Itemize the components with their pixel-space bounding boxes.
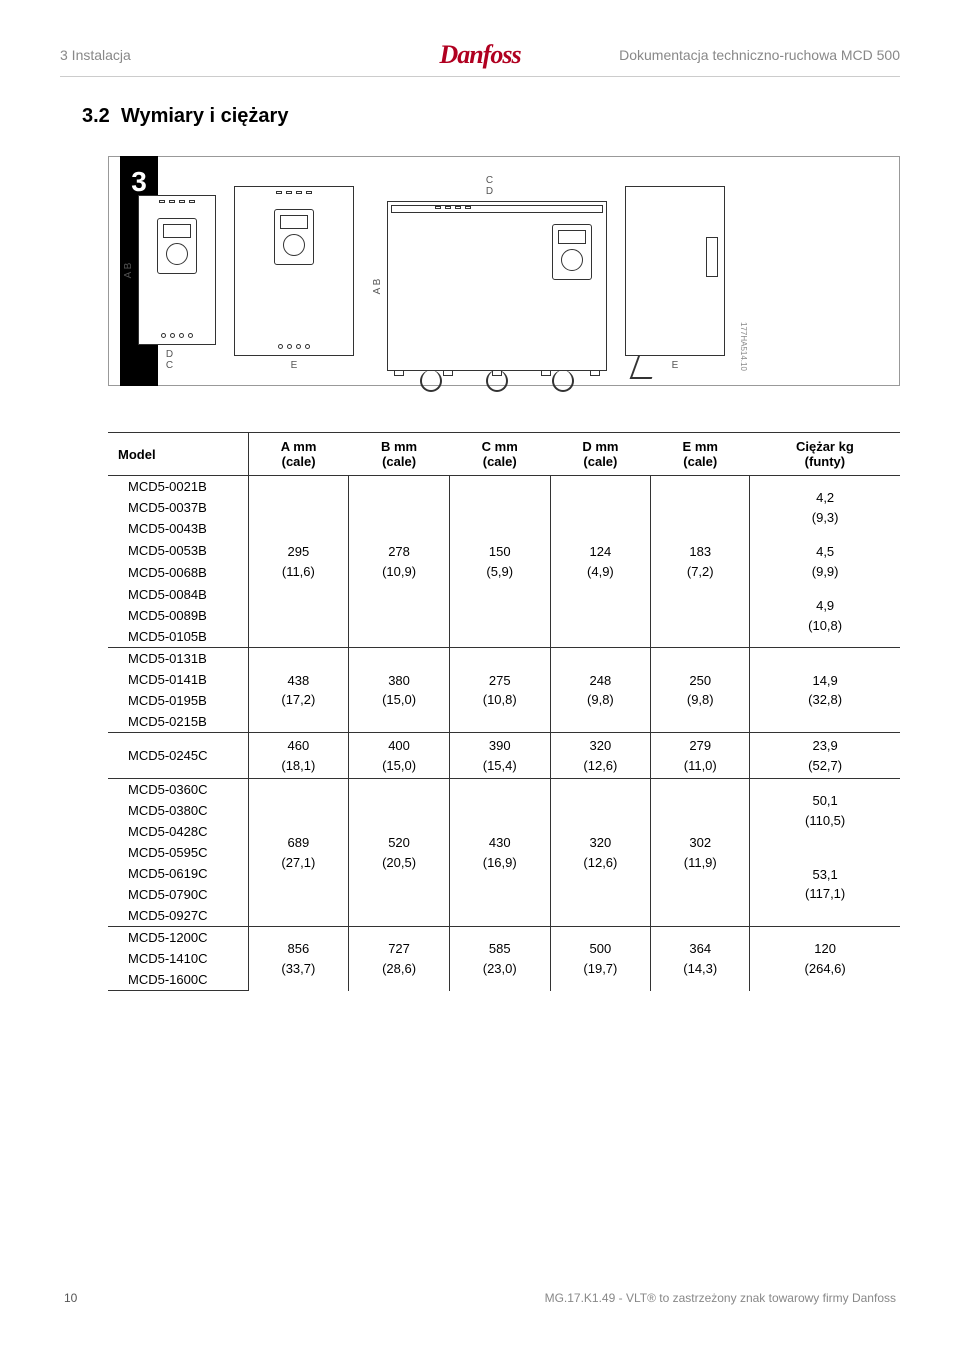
model-cell: MCD5-0428C (108, 821, 248, 842)
model-cell: MCD5-0037B (108, 497, 248, 518)
dim-cell: 689(27,1) (248, 779, 349, 927)
model-cell: MCD5-0141B (108, 669, 248, 690)
model-cell: MCD5-0068B (108, 562, 248, 585)
table-row: MCD5-0021B295(11,6)278(10,9)150(5,9)124(… (108, 476, 900, 498)
model-cell: MCD5-0927C (108, 905, 248, 927)
weight-cell: 4,2(9,3) (750, 476, 900, 540)
device-front-medium: E (234, 186, 354, 371)
dim-cell: 727(28,6) (349, 927, 450, 991)
table-header-row: Model A mm(cale) B mm(cale) C mm(cale) D… (108, 433, 900, 476)
col-a: A mm(cale) (248, 433, 349, 476)
model-cell: MCD5-0089B (108, 605, 248, 626)
model-cell: MCD5-1200C (108, 927, 248, 949)
header-left: 3 Instalacja (60, 47, 439, 63)
header-rule (60, 76, 900, 77)
dim-cell: 302(11,9) (651, 779, 750, 927)
brand-logo: Danfoss (439, 40, 520, 70)
model-cell: MCD5-1600C (108, 969, 248, 991)
dim-cell: 390(15,4) (449, 733, 550, 779)
page-number: 10 (64, 1291, 77, 1305)
dim-cell: 460(18,1) (248, 733, 349, 779)
dim-cell: 124(4,9) (550, 476, 651, 648)
dim-cell: 320(12,6) (550, 733, 651, 779)
section-title: 3.2 Wymiary i ciężary (82, 105, 900, 128)
dim-cell: 856(33,7) (248, 927, 349, 991)
model-cell: MCD5-0053B (108, 539, 248, 562)
weight-cell: 4,9(10,8) (750, 584, 900, 648)
table-row: MCD5-0245C460(18,1)400(15,0)390(15,4)320… (108, 733, 900, 779)
model-cell: MCD5-0215B (108, 711, 248, 733)
weight-cell: 120(264,6) (750, 927, 900, 991)
dim-cell: 430(16,9) (449, 779, 550, 927)
weight-cell: 53,1(117,1) (750, 842, 900, 927)
diagram-region: 3 AB DC (60, 156, 900, 386)
model-cell: MCD5-0084B (108, 584, 248, 605)
page-footer: 10 MG.17.K1.49 - VLT® to zastrzeżony zna… (60, 1291, 900, 1305)
dim-cell: 150(5,9) (449, 476, 550, 648)
device-front-wide: CD AB (372, 175, 607, 371)
table-row: MCD5-0131B438(17,2)380(15,0)275(10,8)248… (108, 648, 900, 670)
device-side: E (625, 186, 725, 371)
dim-cell: 278(10,9) (349, 476, 450, 648)
dim-cell: 438(17,2) (248, 648, 349, 733)
col-weight: Ciężar kg(funty) (750, 433, 900, 476)
model-cell: MCD5-0360C (108, 779, 248, 801)
weight-cell: 23,9(52,7) (750, 733, 900, 779)
model-cell: MCD5-0021B (108, 476, 248, 498)
dim-cell: 279(11,0) (651, 733, 750, 779)
weight-cell: 4,5(9,9) (750, 539, 900, 584)
model-cell: MCD5-0380C (108, 800, 248, 821)
model-cell: MCD5-0131B (108, 648, 248, 670)
model-cell: MCD5-0195B (108, 690, 248, 711)
col-d: D mm(cale) (550, 433, 651, 476)
dim-cell: 380(15,0) (349, 648, 450, 733)
diagram-ref: 177HA514.10 (739, 322, 748, 371)
weight-cell: 14,9(32,8) (750, 648, 900, 733)
dim-cell: 500(19,7) (550, 927, 651, 991)
footer-text: MG.17.K1.49 - VLT® to zastrzeżony znak t… (545, 1291, 896, 1305)
dim-cell: 585(23,0) (449, 927, 550, 991)
model-cell: MCD5-0105B (108, 626, 248, 648)
table-row: MCD5-1200C856(33,7)727(28,6)585(23,0)500… (108, 927, 900, 949)
dim-cell: 520(20,5) (349, 779, 450, 927)
model-cell: MCD5-0595C (108, 842, 248, 863)
col-e: E mm(cale) (651, 433, 750, 476)
table-row: MCD5-0360C689(27,1)520(20,5)430(16,9)320… (108, 779, 900, 801)
model-cell: MCD5-0245C (108, 733, 248, 779)
dim-cell: 364(14,3) (651, 927, 750, 991)
col-c: C mm(cale) (449, 433, 550, 476)
col-model: Model (108, 433, 248, 476)
model-cell: MCD5-0619C (108, 863, 248, 884)
model-cell: MCD5-1410C (108, 948, 248, 969)
page-header: 3 Instalacja Danfoss Dokumentacja techni… (60, 40, 900, 70)
header-right: Dokumentacja techniczno-ruchowa MCD 500 (521, 47, 900, 63)
dim-cell: 400(15,0) (349, 733, 450, 779)
dim-cell: 250(9,8) (651, 648, 750, 733)
dim-cell: 275(10,8) (449, 648, 550, 733)
dimensions-table: Model A mm(cale) B mm(cale) C mm(cale) D… (108, 432, 900, 991)
dim-cell: 295(11,6) (248, 476, 349, 648)
dim-cell: 248(9,8) (550, 648, 651, 733)
model-cell: MCD5-0790C (108, 884, 248, 905)
dimension-diagram: AB DC E (108, 156, 900, 386)
model-cell: MCD5-0043B (108, 518, 248, 539)
weight-cell: 50,1(110,5) (750, 779, 900, 843)
col-b: B mm(cale) (349, 433, 450, 476)
dim-cell: 320(12,6) (550, 779, 651, 927)
dim-cell: 183(7,2) (651, 476, 750, 648)
